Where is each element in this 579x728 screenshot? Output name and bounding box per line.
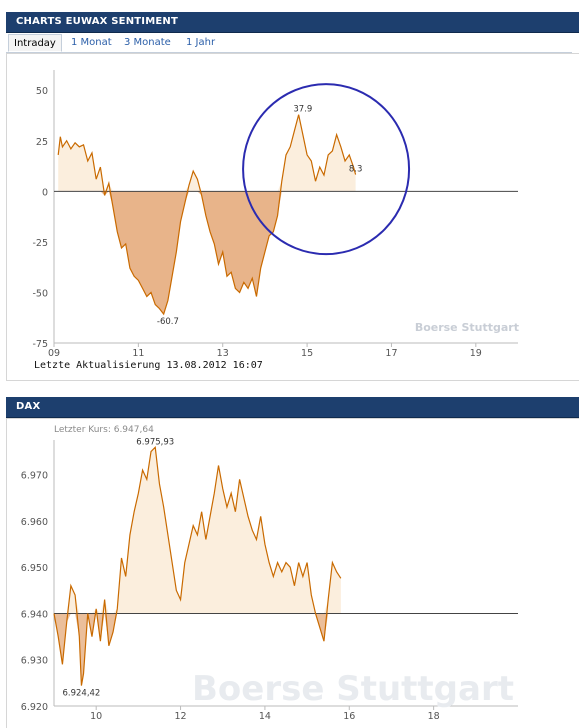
sentiment-panel-header: CHARTS EUWAX SENTIMENT	[6, 12, 579, 33]
last-price-label: Letzter Kurs: 6.947,64	[54, 425, 154, 435]
sentiment-x-tick-label: 09	[48, 348, 60, 359]
dax-y-tick-label: 6.920	[21, 702, 48, 713]
sentiment-y-tick-label: 25	[36, 137, 48, 148]
sentiment-x-tick-label: 17	[385, 348, 397, 359]
dax-x-tick-label: 16	[343, 711, 355, 722]
dax-x-tick-label: 12	[174, 711, 186, 722]
dax-y-tick-label: 6.960	[21, 517, 48, 528]
dax-y-tick-label: 6.930	[21, 656, 48, 667]
tab-intraday[interactable]: Intraday	[8, 34, 62, 52]
sentiment-x-tick-label: 19	[470, 348, 482, 359]
dax-panel-header: DAX	[6, 397, 579, 418]
dax-area-negative	[54, 613, 341, 686]
last-update-text: Letzte Aktualisierung 13.08.2012 16:07	[34, 360, 263, 371]
tab-3-monate[interactable]: 3 Monate	[124, 37, 171, 48]
sentiment-series-line	[57, 114, 357, 316]
dax-data-label: 6.975,93	[136, 437, 174, 447]
timeframe-tabs: Intraday 1 Monat 3 Monate 1 Jahr	[6, 34, 572, 53]
sentiment-x-tick-label: 11	[132, 348, 144, 359]
sentiment-y-tick-label: 50	[36, 86, 48, 97]
sentiment-y-tick-label: 0	[42, 187, 48, 198]
sentiment-y-tick-label: -50	[32, 288, 48, 299]
sentiment-y-tick-label: -25	[32, 238, 48, 249]
dax-y-tick-label: 6.950	[21, 563, 48, 574]
highlight-circle	[242, 83, 411, 256]
dax-area-positive	[54, 447, 341, 614]
tab-1-monat[interactable]: 1 Monat	[71, 37, 112, 48]
dax-x-tick-label: 10	[90, 711, 102, 722]
sentiment-data-label: 37.9	[293, 105, 312, 115]
dax-data-label: 6.924,42	[62, 689, 100, 699]
dax-y-tick-label: 6.940	[21, 609, 48, 620]
dax-watermark: Boerse Stuttgart	[192, 669, 514, 709]
sentiment-chart-box	[6, 53, 579, 381]
sentiment-y-tick-label: -75	[32, 339, 48, 350]
tab-1-jahr[interactable]: 1 Jahr	[186, 37, 216, 48]
sentiment-x-tick-label: 13	[217, 348, 229, 359]
dax-x-tick-label: 18	[428, 711, 440, 722]
sentiment-x-tick-label: 15	[301, 348, 313, 359]
dax-chart-box	[6, 418, 579, 728]
dax-x-tick-label: 14	[259, 711, 271, 722]
dax-panel-title: DAX	[16, 401, 41, 412]
sentiment-data-label: 8.3	[349, 165, 363, 175]
dax-y-tick-label: 6.970	[21, 471, 48, 482]
sentiment-data-label: -60.7	[157, 317, 179, 327]
sentiment-area-positive	[58, 114, 356, 192]
sentiment-area-negative	[58, 191, 356, 315]
sentiment-watermark: Boerse Stuttgart	[415, 321, 519, 334]
sentiment-panel-title: CHARTS EUWAX SENTIMENT	[16, 16, 178, 27]
dax-series-line	[53, 445, 342, 686]
